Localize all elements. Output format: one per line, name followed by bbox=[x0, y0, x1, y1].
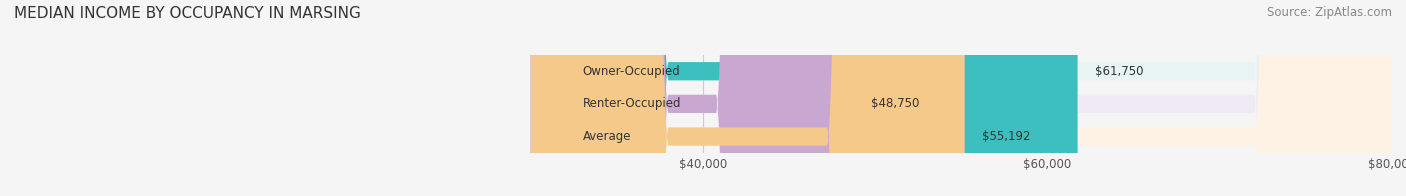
Text: $48,750: $48,750 bbox=[870, 97, 920, 110]
FancyBboxPatch shape bbox=[530, 0, 965, 196]
FancyBboxPatch shape bbox=[530, 0, 1392, 196]
Text: Average: Average bbox=[582, 130, 631, 143]
Text: MEDIAN INCOME BY OCCUPANCY IN MARSING: MEDIAN INCOME BY OCCUPANCY IN MARSING bbox=[14, 6, 361, 21]
Text: Renter-Occupied: Renter-Occupied bbox=[582, 97, 681, 110]
FancyBboxPatch shape bbox=[530, 0, 1077, 196]
Text: $61,750: $61,750 bbox=[1095, 65, 1143, 78]
FancyBboxPatch shape bbox=[530, 0, 853, 196]
Text: Source: ZipAtlas.com: Source: ZipAtlas.com bbox=[1267, 6, 1392, 19]
Text: Owner-Occupied: Owner-Occupied bbox=[582, 65, 681, 78]
FancyBboxPatch shape bbox=[530, 0, 1392, 196]
FancyBboxPatch shape bbox=[530, 0, 1392, 196]
Text: $55,192: $55,192 bbox=[981, 130, 1031, 143]
